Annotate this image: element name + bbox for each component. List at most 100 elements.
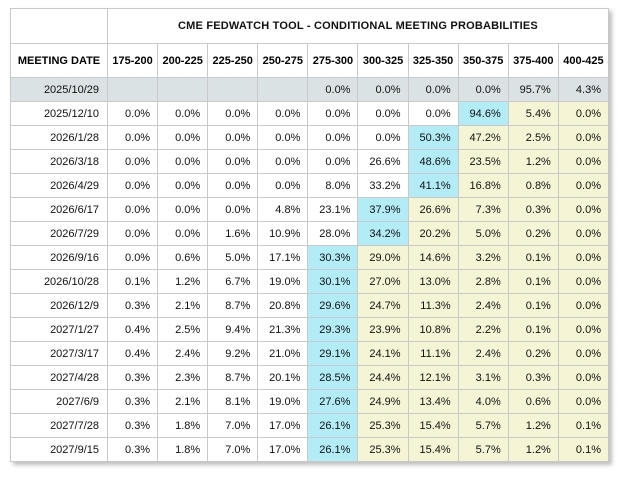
meeting-date-cell: 2026/6/17	[10, 197, 108, 222]
probability-cell	[106, 77, 159, 102]
probability-cell: 19.0%	[257, 389, 309, 414]
probability-cell: 29.3%	[307, 317, 359, 342]
probability-cell: 0.4%	[106, 341, 159, 366]
meeting-date-cell: 2026/12/9	[10, 293, 108, 318]
probability-cell: 8.1%	[207, 389, 259, 414]
probability-cell: 0.8%	[507, 173, 559, 198]
probability-cell: 0.0%	[157, 221, 209, 246]
probability-cell: 34.2%	[357, 221, 409, 246]
probability-cell: 0.0%	[106, 197, 159, 222]
probability-cell: 0.0%	[257, 149, 309, 174]
probability-cell: 8.7%	[207, 293, 259, 318]
table-row: 2026/4/29 0.0% 0.0% 0.0% 0.0% 8.0% 33.2% 41.1% 1…	[10, 173, 610, 198]
meeting-date-cell: 2026/4/29	[10, 173, 108, 198]
probability-cell: 37.9%	[357, 197, 409, 222]
probability-cell: 0.0%	[557, 293, 610, 318]
table-head: CME FEDWATCH TOOL - CONDITIONAL MEETING …	[10, 8, 610, 78]
probability-cell: 0.0%	[557, 269, 610, 294]
probability-cell: 5.0%	[207, 245, 259, 270]
probability-cell: 0.3%	[106, 413, 159, 438]
meeting-date-header: MEETING DATE	[10, 43, 108, 78]
meeting-date-cell: 2027/1/27	[10, 317, 108, 342]
meeting-date-cell: 2026/10/28	[10, 269, 108, 294]
probability-cell: 0.0%	[457, 77, 509, 102]
table-row: 2027/3/17 0.4% 2.4% 9.2% 21.0% 29.1% 24.1% 11.1…	[10, 341, 610, 366]
table-row: 2027/7/28 0.3% 1.8% 7.0% 17.0% 26.1% 25.3% 15.4…	[10, 413, 610, 438]
probability-cell: 0.0%	[106, 173, 159, 198]
probability-cell: 5.4%	[507, 101, 559, 126]
probability-cell: 28.5%	[307, 365, 359, 390]
meeting-date-cell: 2025/12/10	[10, 101, 108, 126]
rate-range-header: 225-250	[207, 43, 259, 78]
probability-cell: 26.6%	[357, 149, 409, 174]
probability-cell: 0.3%	[106, 365, 159, 390]
probability-cell: 2.2%	[457, 317, 509, 342]
probability-cell: 0.0%	[106, 125, 159, 150]
probability-cell: 0.0%	[557, 149, 610, 174]
probability-cell: 0.0%	[157, 101, 209, 126]
probability-cell: 3.2%	[457, 245, 509, 270]
meeting-date-cell: 2027/9/15	[10, 437, 108, 462]
meeting-date-cell: 2027/3/17	[10, 341, 108, 366]
probability-cell	[157, 77, 209, 102]
rate-range-header: 400-425	[557, 43, 610, 78]
probability-cell: 0.0%	[357, 101, 409, 126]
meeting-date-cell: 2026/3/18	[10, 149, 108, 174]
table-row: 2027/9/15 0.3% 1.8% 7.0% 17.0% 26.1% 25.3% 15.4…	[10, 437, 610, 462]
probability-cell: 19.0%	[257, 269, 309, 294]
probability-cell: 0.0%	[157, 149, 209, 174]
probability-cell: 0.6%	[507, 389, 559, 414]
probability-cell	[257, 77, 309, 102]
probability-cell: 8.0%	[307, 173, 359, 198]
probability-cell: 0.0%	[257, 101, 309, 126]
probability-cell: 17.1%	[257, 245, 309, 270]
table-row: 2027/1/27 0.4% 2.5% 9.4% 21.3% 29.3% 23.9% 10.8…	[10, 317, 610, 342]
probability-cell: 2.3%	[157, 365, 209, 390]
probability-cell: 0.0%	[557, 341, 610, 366]
probability-cell: 0.0%	[557, 125, 610, 150]
probability-cell: 2.1%	[157, 389, 209, 414]
meeting-date-cell: 2026/9/16	[10, 245, 108, 270]
probability-cell: 9.2%	[207, 341, 259, 366]
probability-cell: 0.0%	[307, 77, 359, 102]
page: CME FEDWATCH TOOL - CONDITIONAL MEETING …	[10, 8, 610, 462]
probability-cell: 0.0%	[307, 101, 359, 126]
probability-cell: 0.0%	[307, 125, 359, 150]
probability-cell: 0.3%	[106, 293, 159, 318]
probability-cell: 0.2%	[507, 341, 559, 366]
probability-cell: 5.7%	[457, 413, 509, 438]
probability-cell: 5.0%	[457, 221, 509, 246]
probability-cell: 0.0%	[157, 197, 209, 222]
probability-cell: 0.2%	[507, 221, 559, 246]
probability-cell: 0.1%	[557, 437, 610, 462]
probability-cell: 0.0%	[557, 365, 610, 390]
table-row: 2026/1/28 0.0% 0.0% 0.0% 0.0% 0.0% 0.0% 50.3% 47…	[10, 125, 610, 150]
probability-cell: 0.1%	[507, 293, 559, 318]
probability-cell: 0.0%	[557, 389, 610, 414]
table-row: 2027/6/9 0.3% 2.1% 8.1% 19.0% 27.6% 24.9% 13.4%…	[10, 389, 610, 414]
probability-cell: 95.7%	[507, 77, 559, 102]
probability-cell: 15.4%	[407, 413, 459, 438]
probability-cell: 0.0%	[207, 101, 259, 126]
probability-cell: 2.1%	[157, 293, 209, 318]
probability-cell: 4.8%	[257, 197, 309, 222]
fedwatch-probabilities-table: CME FEDWATCH TOOL - CONDITIONAL MEETING …	[10, 8, 610, 462]
probability-cell: 21.0%	[257, 341, 309, 366]
probability-cell: 0.0%	[407, 101, 459, 126]
table-row: 2026/12/9 0.3% 2.1% 8.7% 20.8% 29.6% 24.7% 11.3…	[10, 293, 610, 318]
probability-cell: 25.3%	[357, 413, 409, 438]
probability-cell: 0.1%	[507, 269, 559, 294]
meeting-date-cell: 2027/6/9	[10, 389, 108, 414]
probability-cell: 6.7%	[207, 269, 259, 294]
probability-cell: 20.1%	[257, 365, 309, 390]
probability-cell: 11.1%	[407, 341, 459, 366]
probability-cell: 2.5%	[507, 125, 559, 150]
probability-cell: 1.8%	[157, 437, 209, 462]
probability-cell: 3.1%	[457, 365, 509, 390]
probability-cell: 29.0%	[357, 245, 409, 270]
probability-cell: 0.0%	[257, 173, 309, 198]
probability-cell: 14.6%	[407, 245, 459, 270]
probability-cell: 1.2%	[507, 149, 559, 174]
probability-cell: 26.1%	[307, 413, 359, 438]
probability-cell: 0.0%	[257, 125, 309, 150]
